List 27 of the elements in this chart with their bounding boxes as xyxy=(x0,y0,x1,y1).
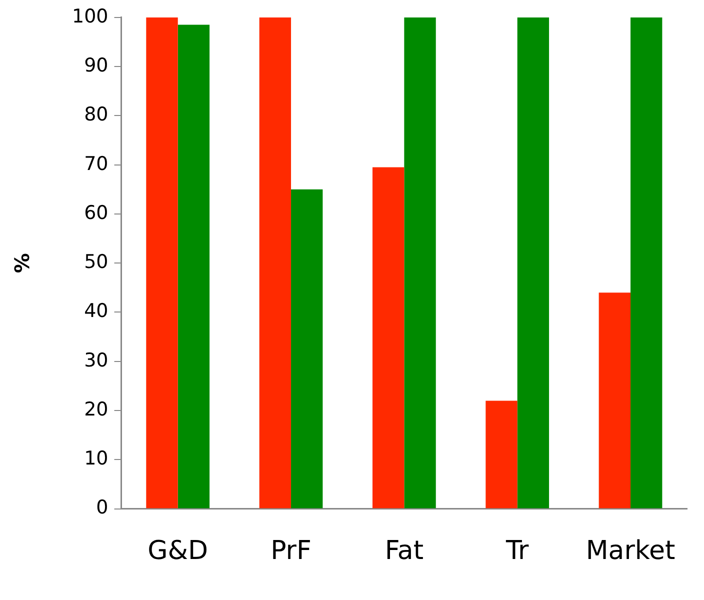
bar xyxy=(598,292,631,508)
bar xyxy=(372,167,404,508)
x-tick-label: G&D xyxy=(148,536,208,566)
bar xyxy=(178,24,210,508)
bar xyxy=(630,17,662,508)
x-tick-label: Tr xyxy=(504,536,530,566)
y-tick-label: 0 xyxy=(96,496,108,519)
y-tick-label: 20 xyxy=(84,398,108,420)
y-tick-label: 60 xyxy=(84,202,108,224)
x-tick-label: Fat xyxy=(384,536,424,566)
y-tick-label: 70 xyxy=(84,152,108,175)
bar xyxy=(517,17,550,508)
bar xyxy=(291,189,323,508)
x-tick-label: Market xyxy=(586,536,676,566)
y-tick-label: 30 xyxy=(84,349,108,372)
bar xyxy=(404,17,436,508)
y-tick-label: 50 xyxy=(84,251,108,274)
y-tick-label: 100 xyxy=(72,5,108,28)
y-tick-label: 40 xyxy=(84,300,108,322)
bar xyxy=(486,400,518,508)
y-tick-label: 10 xyxy=(84,448,108,470)
bar xyxy=(146,17,178,508)
bar xyxy=(259,17,292,508)
y-tick-label: 80 xyxy=(84,104,108,126)
y-axis-title: % xyxy=(10,253,34,274)
x-tick-label: PrF xyxy=(270,536,312,566)
y-tick-label: 90 xyxy=(84,54,108,76)
